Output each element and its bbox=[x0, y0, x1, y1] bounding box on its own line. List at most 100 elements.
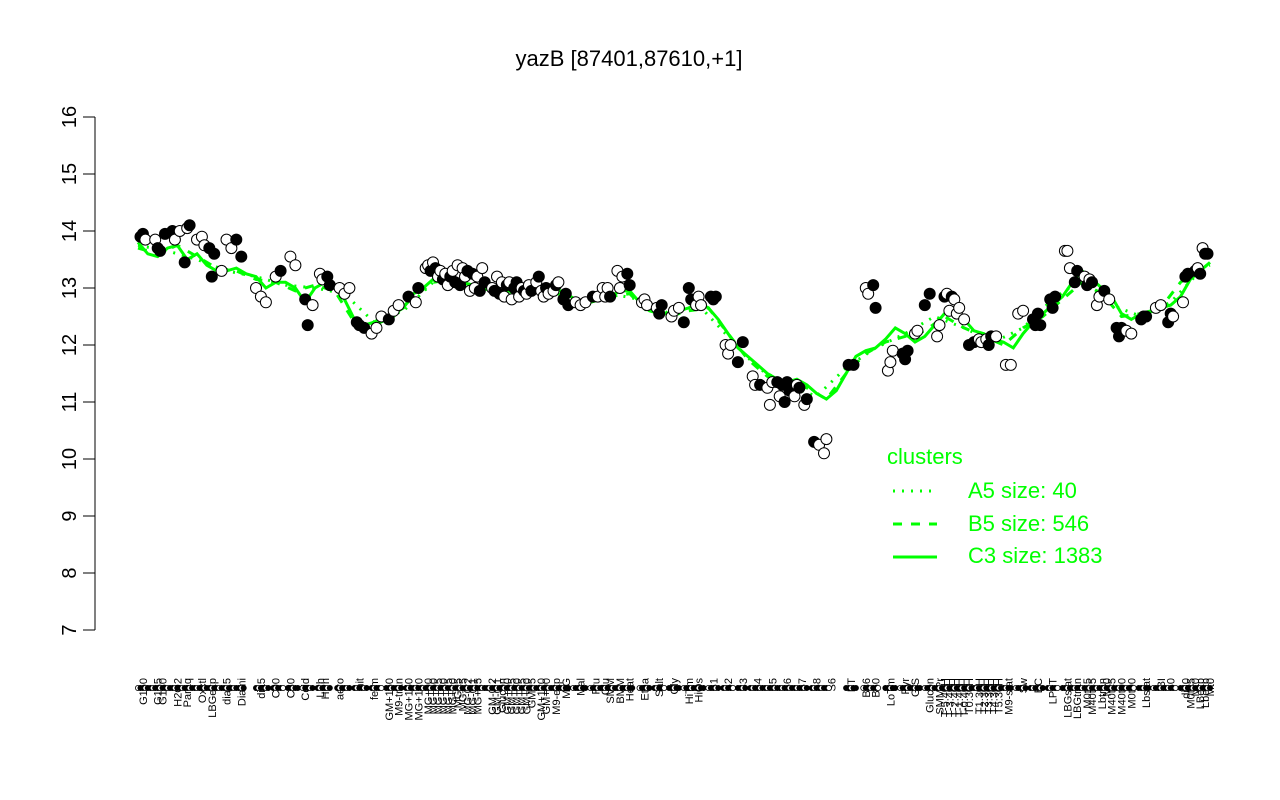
data-point bbox=[1068, 276, 1081, 289]
rug-mark bbox=[398, 685, 405, 692]
data-point bbox=[933, 319, 946, 332]
data-point bbox=[259, 296, 272, 309]
rug-mark bbox=[803, 685, 810, 692]
rug-marks bbox=[134, 685, 1214, 692]
data-point bbox=[682, 282, 695, 294]
y-tick-label: 12 bbox=[59, 334, 81, 356]
data-point bbox=[604, 290, 617, 303]
x-tick-label: G135 bbox=[153, 678, 165, 705]
data-point bbox=[306, 299, 319, 312]
data-point bbox=[1140, 310, 1153, 323]
data-point bbox=[205, 270, 218, 283]
rug-mark bbox=[646, 685, 653, 692]
data-points bbox=[134, 219, 1214, 460]
data-point bbox=[1034, 319, 1047, 332]
data-point bbox=[215, 264, 228, 277]
rug-mark bbox=[378, 685, 385, 692]
data-point bbox=[208, 247, 221, 260]
data-point bbox=[990, 330, 1003, 343]
data-point bbox=[412, 282, 425, 294]
data-point bbox=[867, 279, 880, 292]
data-point bbox=[532, 270, 545, 283]
x-tick-label: dia15 bbox=[222, 678, 234, 705]
legend: clusters A5 size: 40 B5 size: 546 C3 siz… bbox=[887, 444, 1103, 568]
data-point bbox=[869, 301, 882, 314]
data-point bbox=[1046, 301, 1059, 314]
chart-title: yazB [87401,87610,+1] bbox=[516, 46, 743, 71]
x-tick-label: Paraq bbox=[182, 678, 194, 707]
rug-mark bbox=[916, 685, 923, 692]
data-point bbox=[763, 398, 776, 411]
data-point bbox=[1103, 293, 1116, 306]
data-point bbox=[800, 393, 813, 406]
rug-mark bbox=[892, 685, 899, 692]
data-point bbox=[289, 259, 302, 272]
data-point bbox=[731, 356, 744, 369]
data-point bbox=[641, 299, 653, 312]
data-point bbox=[724, 339, 737, 351]
data-point bbox=[178, 256, 191, 269]
data-point bbox=[911, 324, 924, 337]
data-point bbox=[183, 219, 196, 232]
data-point bbox=[1125, 327, 1138, 340]
rug-mark bbox=[661, 685, 668, 692]
data-point bbox=[621, 267, 634, 280]
data-point bbox=[1061, 244, 1074, 257]
rug-mark bbox=[1130, 685, 1137, 692]
data-point bbox=[1154, 299, 1167, 312]
rug-mark bbox=[629, 685, 636, 692]
rug-mark bbox=[1207, 685, 1214, 692]
data-point bbox=[235, 250, 248, 263]
data-point bbox=[677, 316, 690, 329]
data-point bbox=[323, 279, 336, 292]
rug-mark bbox=[1007, 685, 1014, 692]
y-tick-label: 16 bbox=[59, 106, 81, 128]
rug-mark bbox=[565, 685, 572, 692]
rug-mark bbox=[346, 685, 353, 692]
x-tick-label: BI bbox=[1156, 678, 1168, 688]
data-point bbox=[918, 299, 931, 312]
rug-mark bbox=[875, 685, 882, 692]
data-point bbox=[736, 336, 749, 349]
data-point bbox=[230, 233, 243, 246]
rug-mark bbox=[1039, 685, 1046, 692]
y-tick-label: 8 bbox=[59, 567, 81, 578]
data-point bbox=[931, 330, 944, 343]
data-point bbox=[778, 396, 791, 408]
x-tick-label: M0t90 bbox=[1126, 678, 1138, 709]
data-point bbox=[958, 313, 971, 326]
y-tick-label: 13 bbox=[59, 277, 81, 299]
data-point bbox=[820, 433, 833, 446]
x-tick-label: LoTm bbox=[885, 678, 897, 706]
rug-mark bbox=[363, 685, 370, 692]
data-point bbox=[370, 321, 383, 334]
data-point bbox=[1177, 296, 1189, 309]
data-point bbox=[1031, 307, 1044, 320]
x-tick-label: LPhT bbox=[1048, 678, 1060, 705]
x-tick-label: G180 bbox=[158, 678, 170, 705]
data-point bbox=[552, 276, 565, 289]
data-point bbox=[695, 299, 707, 312]
y-axis: 7 8 9 10 11 12 13 14 15 16 bbox=[59, 106, 96, 636]
rug-mark bbox=[700, 685, 707, 692]
legend-entry-a5: A5 size: 40 bbox=[968, 478, 1077, 503]
legend-entry-b5: B5 size: 546 bbox=[968, 511, 1089, 536]
x-axis: G150G135G180H2O2ParaqOxctlLBGexpdia15Dia… bbox=[138, 677, 1217, 720]
rug-mark bbox=[326, 685, 333, 692]
data-point bbox=[392, 299, 405, 312]
rug-mark bbox=[715, 685, 722, 692]
data-point bbox=[901, 344, 914, 357]
data-point bbox=[623, 279, 636, 292]
rug-mark bbox=[675, 685, 682, 692]
data-point bbox=[818, 447, 830, 460]
x-tick-label: MG+25 bbox=[472, 678, 484, 714]
data-point bbox=[1017, 304, 1030, 317]
rug-mark bbox=[1145, 685, 1152, 692]
rug-mark bbox=[294, 685, 301, 692]
y-tick-label: 10 bbox=[59, 448, 81, 470]
legend-title: clusters bbox=[887, 444, 963, 469]
rug-mark bbox=[1172, 685, 1179, 692]
data-point bbox=[613, 282, 626, 294]
rug-mark bbox=[265, 685, 272, 692]
